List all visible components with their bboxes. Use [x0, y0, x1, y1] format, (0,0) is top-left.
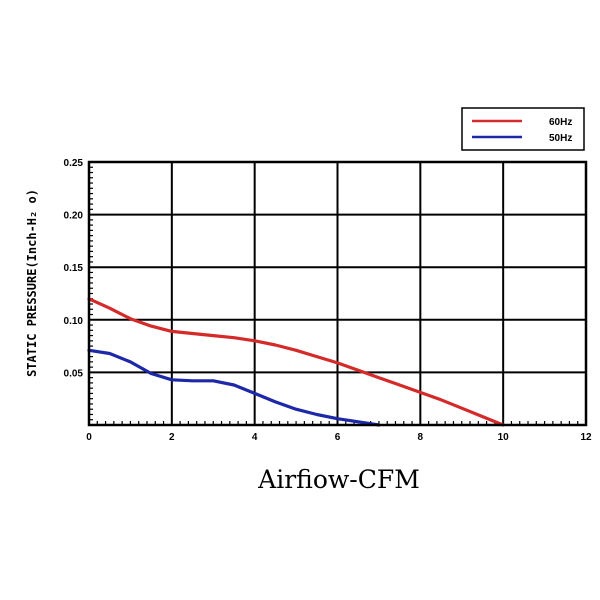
y-tick-label: 0.05 — [64, 368, 84, 379]
y-axis-label: STATIC PRESSURE(Inch-H₂ o) — [25, 189, 39, 377]
y-tick-label: 0.15 — [64, 263, 84, 274]
x-tick-labels: 0 2 4 6 8 10 12 — [86, 432, 592, 443]
y-tick-labels: 0.05 0.10 0.15 0.20 0.25 — [64, 158, 84, 379]
x-tick-label: 10 — [498, 432, 510, 443]
x-axis-label: Airfiow-CFM — [257, 465, 420, 494]
plot-frame — [87, 160, 588, 427]
x-tick-label: 0 — [86, 432, 92, 443]
legend-box — [461, 107, 585, 151]
x-tick-label: 12 — [580, 432, 592, 443]
legend-label-50hz: 50Hz — [549, 133, 572, 144]
x-tick-label: 4 — [252, 432, 258, 443]
y-tick-label: 0.20 — [64, 211, 84, 222]
y-tick-label: 0.10 — [64, 316, 84, 327]
grid — [89, 162, 586, 425]
y-tick-label: 0.25 — [64, 158, 84, 169]
series-lines — [87, 297, 505, 427]
legend-label-60hz: 60Hz — [549, 117, 572, 128]
legend: 60Hz 50Hz — [461, 107, 585, 151]
x-tick-label: 2 — [169, 432, 175, 443]
series-line-60hz — [87, 297, 505, 427]
x-tick-label: 8 — [418, 432, 424, 443]
minor-ticks — [89, 166, 579, 425]
series-line-50hz — [87, 348, 381, 427]
x-tick-label: 6 — [335, 432, 341, 443]
